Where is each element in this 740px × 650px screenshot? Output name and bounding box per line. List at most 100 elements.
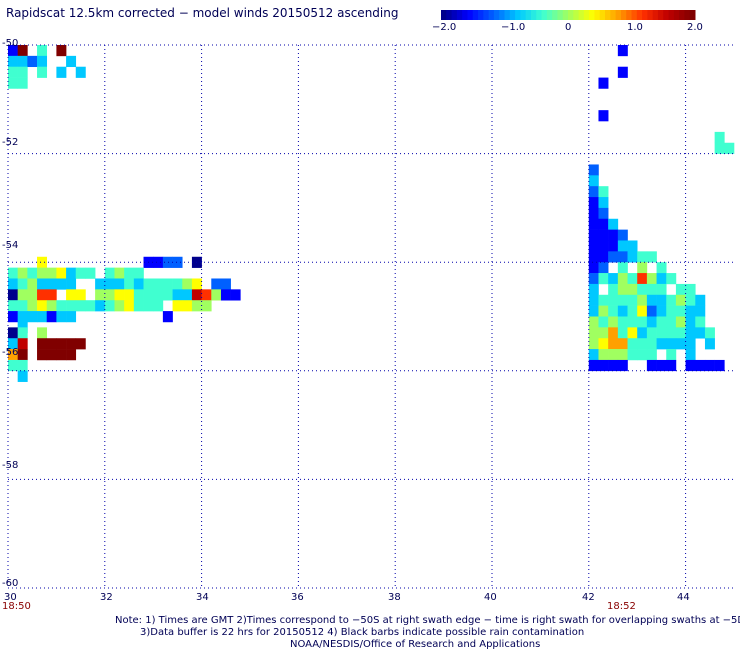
wind-diff-cell xyxy=(656,359,667,372)
wind-diff-cell xyxy=(588,262,599,274)
colorbar-segment xyxy=(615,10,622,20)
wind-diff-cell xyxy=(220,278,231,290)
wind-diff-cell xyxy=(637,349,648,361)
wind-diff-cell xyxy=(588,305,599,317)
wind-diff-cell xyxy=(46,267,57,279)
wind-diff-cell xyxy=(608,316,619,328)
wind-diff-cell xyxy=(656,305,667,317)
colorbar-segment xyxy=(504,10,511,20)
wind-diff-cell xyxy=(656,338,667,350)
wind-diff-cell xyxy=(56,267,67,279)
wind-diff-cell xyxy=(685,316,696,328)
wind-diff-cell xyxy=(714,131,725,144)
wind-diff-cell xyxy=(656,283,667,296)
wind-diff-cell xyxy=(95,278,106,290)
wind-diff-cell xyxy=(695,359,706,372)
wind-diff-cell xyxy=(637,294,648,306)
wind-diff-cell xyxy=(675,305,686,317)
colorbar-segment xyxy=(456,10,463,20)
wind-diff-cell xyxy=(46,300,57,312)
grid-lines xyxy=(7,44,734,589)
wind-diff-cell xyxy=(124,289,135,301)
wind-diff-cell xyxy=(617,305,628,317)
x-tick-label: 38 xyxy=(388,592,401,603)
wind-diff-cell xyxy=(46,349,57,361)
colorbar-segment xyxy=(599,10,606,20)
wind-diff-cell xyxy=(714,142,725,154)
wind-diff-cell xyxy=(588,327,599,339)
wind-diff-cell xyxy=(646,338,657,350)
wind-diff-cell xyxy=(133,289,144,301)
colorbar-segment xyxy=(472,10,479,20)
wind-diff-cell xyxy=(646,251,657,263)
wind-diff-cell xyxy=(675,294,686,306)
colorbar-segment xyxy=(663,10,670,20)
wind-diff-cell xyxy=(646,294,657,306)
wind-diff-cell xyxy=(704,359,715,372)
wind-diff-cell xyxy=(617,240,628,252)
wind-diff-cell xyxy=(8,267,18,279)
wind-diff-cell xyxy=(588,175,599,187)
note-line-2: 3)Data buffer is 22 hrs for 20150512 4) … xyxy=(140,627,585,638)
colorbar-segment xyxy=(515,10,521,20)
wind-diff-cell xyxy=(191,289,202,301)
colorbar-segment xyxy=(657,10,664,20)
wind-diff-cell xyxy=(608,294,619,306)
colorbar-segment xyxy=(451,10,458,20)
wind-diff-cell xyxy=(646,359,657,372)
wind-diff-cell xyxy=(608,327,619,339)
data-cells xyxy=(8,45,735,382)
wind-diff-cell xyxy=(37,55,48,68)
wind-diff-cell xyxy=(695,327,706,339)
colorbar-segment xyxy=(462,10,468,20)
wind-diff-cell xyxy=(220,289,231,301)
wind-diff-cell xyxy=(617,294,628,306)
wind-diff-cell xyxy=(17,278,28,290)
wind-diff-cell xyxy=(172,278,183,290)
wind-diff-cell xyxy=(637,273,648,285)
wind-diff-cell xyxy=(37,300,48,312)
wind-diff-cell xyxy=(627,327,638,339)
wind-diff-cell xyxy=(608,229,619,241)
wind-diff-cell xyxy=(56,278,67,290)
wind-diff-cell xyxy=(588,164,599,176)
wind-diff-cell xyxy=(598,273,609,285)
wind-diff-cell xyxy=(56,311,67,323)
colorbar-segment xyxy=(594,10,601,20)
wind-diff-cell xyxy=(182,278,193,290)
wind-diff-cell xyxy=(714,359,725,372)
wind-diff-cell xyxy=(8,278,18,290)
wind-diff-cell xyxy=(37,278,48,290)
wind-diff-cell xyxy=(675,327,686,339)
wind-diff-cell xyxy=(114,300,125,312)
wind-diff-cell xyxy=(37,289,48,301)
wind-diff-cell xyxy=(8,311,18,323)
wind-diff-cell xyxy=(656,327,667,339)
colorbar-segment xyxy=(605,10,611,20)
wind-diff-cell xyxy=(114,267,125,279)
wind-diff-cell xyxy=(66,55,77,68)
colorbar-segment xyxy=(652,10,659,20)
wind-diff-cell xyxy=(685,294,696,306)
wind-diff-cell xyxy=(37,311,48,323)
wind-diff-cell xyxy=(617,66,628,78)
wind-diff-cell xyxy=(646,349,657,361)
colorbar xyxy=(441,10,696,20)
colorbar-segment xyxy=(552,10,558,20)
colorbar-segment xyxy=(536,10,543,20)
wind-diff-cell xyxy=(588,240,599,252)
wind-diff-cell xyxy=(617,273,628,285)
y-tick-label: -50 xyxy=(2,38,19,49)
wind-diff-cell xyxy=(608,273,619,285)
wind-diff-cell xyxy=(104,289,115,301)
colorbar-tick: 1.0 xyxy=(627,22,643,33)
wind-diff-cell xyxy=(17,349,28,361)
colorbar-segment xyxy=(673,10,680,20)
wind-diff-cell xyxy=(608,283,619,296)
wind-diff-cell xyxy=(637,316,648,328)
wind-diff-cell xyxy=(8,289,18,301)
wind-diff-cell xyxy=(201,289,212,301)
colorbar-segment xyxy=(562,10,569,20)
wind-diff-cell xyxy=(695,294,706,306)
wind-diff-cell xyxy=(685,305,696,317)
